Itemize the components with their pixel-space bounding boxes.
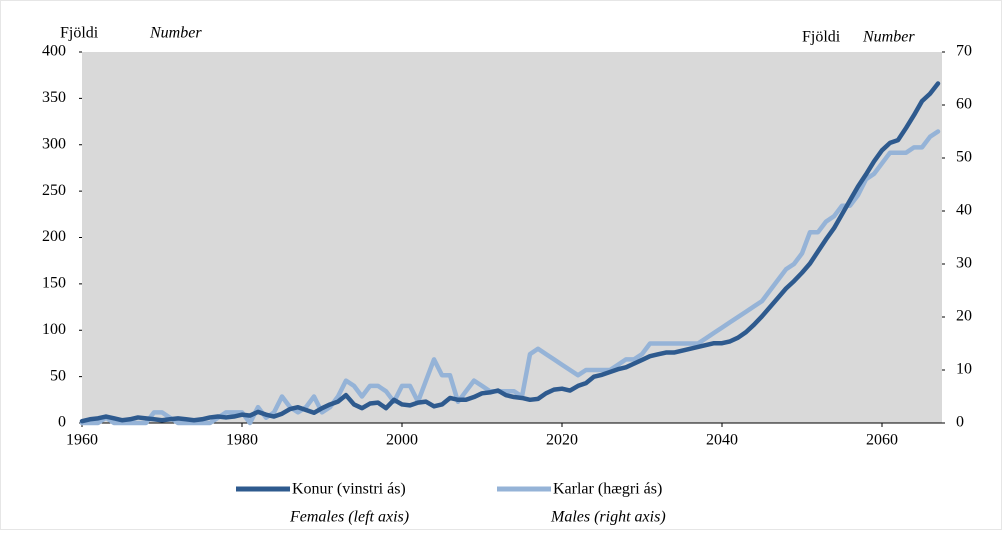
plot-area xyxy=(82,52,942,423)
y-label: Fjöldi xyxy=(60,25,99,42)
y2-tick-label: 50 xyxy=(956,149,972,166)
y2-tick-label: 40 xyxy=(956,202,972,219)
y-tick-label: 300 xyxy=(42,135,66,152)
y-tick-label: 250 xyxy=(42,182,66,199)
x-tick-label: 2040 xyxy=(706,432,738,449)
y-label-en: Number xyxy=(149,25,202,42)
y-tick-label: 0 xyxy=(58,414,66,431)
y2-tick-label: 60 xyxy=(956,96,972,113)
legend-label-en: Females (left axis) xyxy=(289,509,409,526)
x-tick-label: 2000 xyxy=(386,432,418,449)
x-tick-label: 1960 xyxy=(66,432,98,449)
y-tick-label: 400 xyxy=(42,43,66,60)
x-tick-label: 1980 xyxy=(226,432,258,449)
y-tick-label: 150 xyxy=(42,275,66,292)
y-tick-label: 350 xyxy=(42,89,66,106)
x-tick-label: 2020 xyxy=(546,432,578,449)
y2-tick-label: 30 xyxy=(956,255,972,272)
x-tick-label: 2060 xyxy=(866,432,898,449)
y-tick-label: 200 xyxy=(42,228,66,245)
y2-label: Fjöldi xyxy=(802,29,841,46)
y2-label-en: Number xyxy=(862,29,915,46)
y-tick-label: 50 xyxy=(50,367,66,384)
series-line xyxy=(79,129,941,426)
y2-tick-label: 10 xyxy=(956,361,972,378)
legend-label: Konur (vinstri ás) xyxy=(292,481,406,498)
legend-label: Karlar (hægri ás) xyxy=(553,481,662,498)
y-tick-label: 100 xyxy=(42,321,66,338)
series-line xyxy=(79,81,941,424)
legend-label-en: Males (right axis) xyxy=(550,509,666,526)
y2-tick-label: 70 xyxy=(956,43,972,60)
y2-tick-label: 20 xyxy=(956,308,972,325)
y2-tick-label: 0 xyxy=(956,414,964,431)
